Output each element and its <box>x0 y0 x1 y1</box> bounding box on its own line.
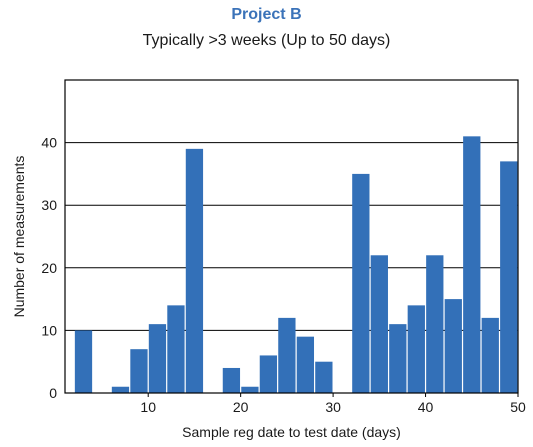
bar <box>130 349 148 393</box>
bar <box>500 161 518 393</box>
bars <box>74 136 518 393</box>
x-tick-labels: 10 20 30 40 50 <box>140 393 526 415</box>
x-tick-label: 40 <box>418 399 434 415</box>
bar <box>315 361 333 393</box>
chart-subtitle: Typically >3 weeks (Up to 50 days) <box>142 32 391 49</box>
x-tick-label: 20 <box>233 399 249 415</box>
y-tick-labels: 0 10 20 30 40 <box>41 135 57 401</box>
bar <box>463 136 481 393</box>
bar <box>407 305 425 393</box>
bar <box>370 255 388 393</box>
bar <box>259 355 278 393</box>
bar <box>74 330 93 393</box>
y-tick-label: 10 <box>41 322 57 338</box>
x-tick-label: 10 <box>140 399 156 415</box>
bar <box>296 336 315 393</box>
x-axis-label: Sample reg date to test date (days) <box>182 424 401 440</box>
bar <box>111 386 130 393</box>
plot-frame <box>64 79 519 394</box>
y-tick-label: 30 <box>41 197 57 213</box>
y-tick-label: 20 <box>41 260 57 276</box>
bar <box>444 299 462 393</box>
bar <box>278 317 296 393</box>
bar <box>185 148 204 393</box>
y-tick-label: 0 <box>49 385 57 401</box>
bar <box>426 255 444 393</box>
bar <box>481 317 499 393</box>
bar <box>222 367 241 393</box>
y-tick-label: 40 <box>41 135 57 151</box>
bar <box>352 173 370 393</box>
bar <box>389 324 407 393</box>
bar <box>167 305 185 393</box>
x-tick-label: 50 <box>510 399 526 415</box>
bar <box>148 324 167 393</box>
x-tick-label: 30 <box>325 399 341 415</box>
y-axis-label: Number of measurements <box>11 156 27 318</box>
chart-title: Project B <box>231 6 302 23</box>
bar <box>241 386 259 393</box>
